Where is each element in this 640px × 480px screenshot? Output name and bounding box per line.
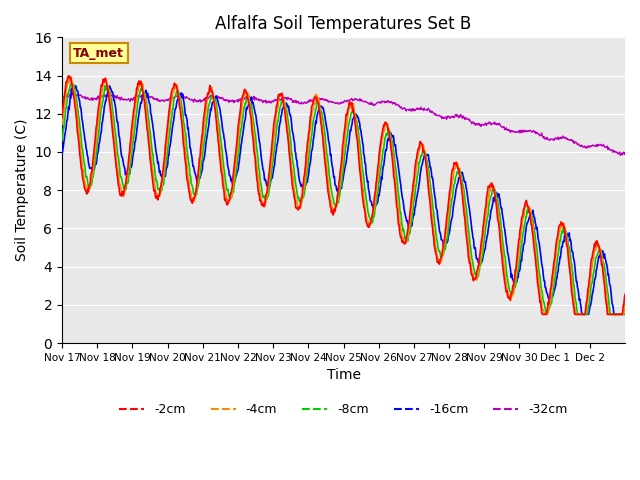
Legend: -2cm, -4cm, -8cm, -16cm, -32cm: -2cm, -4cm, -8cm, -16cm, -32cm (115, 398, 573, 421)
Title: Alfalfa Soil Temperatures Set B: Alfalfa Soil Temperatures Set B (216, 15, 472, 33)
X-axis label: Time: Time (326, 368, 360, 382)
Text: TA_met: TA_met (74, 47, 124, 60)
Y-axis label: Soil Temperature (C): Soil Temperature (C) (15, 119, 29, 262)
